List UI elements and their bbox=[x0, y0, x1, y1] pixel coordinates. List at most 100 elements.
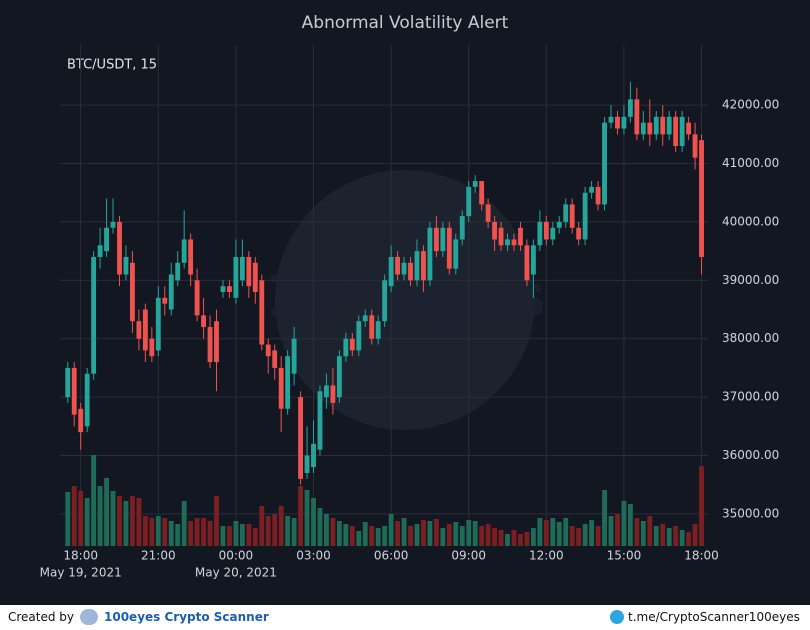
candle-body bbox=[589, 186, 595, 193]
candle-body bbox=[543, 221, 549, 240]
candle-body bbox=[130, 262, 135, 322]
volume-bar bbox=[265, 516, 271, 546]
volume-bar bbox=[207, 521, 213, 546]
candle-body bbox=[142, 309, 148, 351]
y-tick-label: 41000.00 bbox=[722, 156, 779, 170]
volume-bar bbox=[395, 521, 401, 546]
candle-body bbox=[168, 274, 174, 310]
candle-body bbox=[395, 256, 401, 275]
volume-bar bbox=[149, 518, 155, 546]
volume-bar bbox=[311, 498, 316, 546]
candle-body bbox=[679, 116, 685, 147]
volume-bar bbox=[511, 530, 517, 546]
y-tick-label: 38000.00 bbox=[722, 331, 779, 345]
volume-bar bbox=[194, 518, 200, 546]
candle-body bbox=[188, 239, 194, 275]
candle-body bbox=[433, 227, 439, 252]
volume-bar bbox=[175, 524, 181, 546]
candle-body bbox=[343, 338, 349, 357]
volume-bar bbox=[155, 516, 161, 546]
volume-bar bbox=[136, 498, 142, 546]
candle-body bbox=[259, 280, 265, 345]
candle-body bbox=[375, 321, 381, 339]
candle-body bbox=[252, 262, 258, 292]
volume-bar bbox=[679, 530, 685, 546]
volume-bar bbox=[246, 524, 252, 546]
volume-bar bbox=[78, 491, 84, 546]
candle-body bbox=[149, 338, 155, 357]
candle-body bbox=[285, 356, 291, 409]
candle-body bbox=[388, 256, 394, 287]
candle-body bbox=[175, 262, 181, 281]
candle-body bbox=[123, 256, 129, 275]
volume-bar bbox=[485, 524, 491, 546]
x-tick-label: 03:00 bbox=[296, 549, 331, 563]
candle-body bbox=[201, 315, 206, 328]
candle-body bbox=[246, 256, 252, 287]
volume-bar bbox=[201, 518, 206, 546]
y-tick-label: 35000.00 bbox=[722, 506, 779, 520]
brand[interactable]: 100eyes Crypto Scanner bbox=[104, 610, 269, 624]
volume-bar bbox=[647, 516, 653, 546]
volume-bar bbox=[692, 524, 698, 546]
candle-body bbox=[563, 204, 569, 222]
volume-bar bbox=[660, 524, 666, 546]
candle-body bbox=[615, 116, 620, 129]
volume-bar bbox=[440, 528, 446, 546]
footer: Created by 100eyes Crypto Scanner t.me/C… bbox=[0, 605, 810, 630]
candle-body bbox=[110, 221, 116, 228]
x-tick-label: 21:00 bbox=[141, 549, 176, 563]
volume-bar bbox=[168, 521, 174, 546]
candle-body bbox=[304, 455, 310, 474]
x-tick-label: 00:00 bbox=[219, 549, 254, 563]
candle-body bbox=[414, 251, 420, 281]
candle-body bbox=[537, 221, 543, 246]
candle-body bbox=[505, 239, 510, 246]
candle-body bbox=[155, 297, 161, 351]
x-tick-label: 09:00 bbox=[451, 549, 486, 563]
link[interactable]: t.me/CryptoScanner100eyes bbox=[628, 610, 800, 624]
volume-bar bbox=[97, 486, 103, 546]
volume-bar bbox=[433, 519, 439, 546]
volume-bar bbox=[259, 506, 265, 546]
y-tick-label: 39000.00 bbox=[722, 273, 779, 287]
volume-bar bbox=[349, 526, 355, 546]
volume-bar bbox=[272, 514, 278, 546]
candle-body bbox=[492, 221, 498, 240]
volume-bar bbox=[640, 521, 646, 546]
volume-bar bbox=[634, 518, 640, 546]
candle-body bbox=[117, 221, 122, 275]
candle-body bbox=[686, 122, 692, 135]
volume-bar bbox=[556, 522, 562, 546]
candle-body bbox=[408, 262, 413, 281]
candle-body bbox=[298, 397, 303, 479]
candle-body bbox=[647, 122, 653, 135]
volume-bar bbox=[530, 528, 536, 546]
candle-body bbox=[97, 245, 103, 257]
volume-bar bbox=[71, 486, 77, 546]
telegram-icon bbox=[610, 610, 624, 624]
volume-bar bbox=[336, 521, 342, 546]
volume-bar bbox=[401, 518, 407, 546]
candle-body bbox=[569, 204, 575, 228]
volume-bar bbox=[421, 520, 426, 546]
candle-body bbox=[330, 385, 336, 403]
candle-body bbox=[194, 280, 200, 316]
volume-bar bbox=[595, 526, 601, 546]
volume-bar bbox=[285, 516, 291, 546]
candle-body bbox=[362, 315, 368, 322]
volume-bar bbox=[110, 491, 116, 546]
volume-bar bbox=[375, 528, 381, 546]
volume-bar bbox=[479, 526, 485, 546]
volume-bar bbox=[117, 496, 122, 546]
volume-bar bbox=[427, 521, 433, 546]
volume-bar bbox=[686, 532, 692, 546]
volume-bar bbox=[537, 518, 543, 546]
candle-body bbox=[317, 391, 323, 450]
candle-body bbox=[440, 227, 446, 252]
volume-bar bbox=[362, 522, 368, 546]
volume-bar bbox=[220, 526, 226, 546]
volume-bar bbox=[324, 514, 329, 546]
volume-bar bbox=[291, 518, 297, 546]
candle-body bbox=[595, 186, 601, 205]
